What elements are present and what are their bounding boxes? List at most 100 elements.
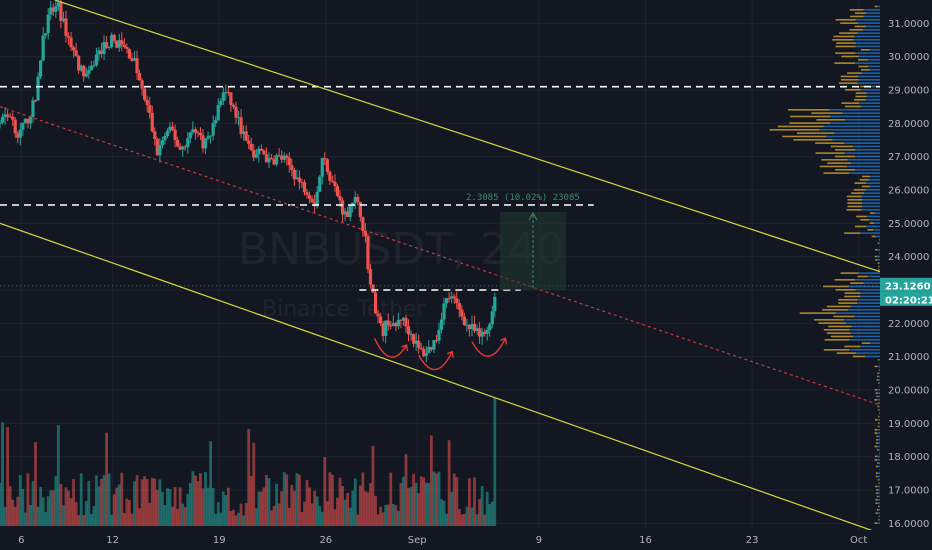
trend-lines[interactable] [0, 0, 881, 534]
profile-bar-down [847, 72, 862, 74]
candle-body [36, 76, 40, 101]
volume-bar [1, 422, 4, 526]
profile-bar-up [868, 179, 880, 181]
profile-bar-up [878, 422, 880, 424]
profile-bar-down [844, 295, 861, 298]
profile-bar-up [866, 225, 880, 228]
candle-body [82, 65, 86, 77]
measure-tool[interactable]: 2.3085 (10.02%) 23085 [466, 193, 580, 290]
profile-bar-down [789, 122, 831, 124]
profile-bar-up [865, 99, 880, 101]
candle-body [472, 323, 477, 331]
volume-bar [252, 442, 256, 526]
time-axis[interactable]: 6 12 19 26 Sep 9 16 23 Oct [0, 530, 932, 550]
profile-bar-down [874, 445, 877, 448]
profile-bar-down [875, 499, 878, 501]
profile-bar-up [867, 59, 880, 61]
volume-bar [295, 473, 299, 526]
candle-body [280, 155, 284, 160]
candle-body [8, 116, 12, 118]
profile-bar-up [834, 132, 880, 134]
profile-bar-up [857, 299, 880, 301]
candle-body [330, 180, 335, 182]
price-axis[interactable]: 31.0000 30.0000 29.0000 28.0000 27.0000 26.00… [880, 0, 932, 550]
price-tick-label: 20.0000 [888, 386, 929, 397]
volume-bar [34, 442, 37, 526]
profile-bar-up [855, 45, 880, 48]
profile-bar-down [855, 92, 867, 94]
volume-bar [493, 398, 497, 526]
countdown-label: 02:20:21 [885, 295, 932, 306]
volume-bar [54, 476, 58, 526]
volume-bar [396, 510, 400, 526]
profile-bar-down [861, 69, 870, 71]
candle-body [92, 65, 96, 67]
candle-body [252, 149, 256, 158]
volume-bar [97, 486, 101, 526]
volume-bar [386, 504, 390, 526]
profile-bar-down [824, 339, 850, 341]
volume-bar [275, 483, 278, 526]
volume-bar [160, 491, 164, 526]
volume-bar [450, 491, 454, 526]
candle-body [335, 186, 340, 196]
candle-body [110, 34, 114, 47]
volume-bar [257, 491, 261, 526]
profile-bar-up [855, 289, 880, 291]
price-tick-label: 22.0000 [888, 319, 929, 330]
volume-bar [173, 487, 177, 526]
profile-bar-up [860, 295, 880, 298]
volume-bar [292, 490, 296, 526]
volume-bar [232, 509, 235, 526]
profile-bar-down [876, 435, 879, 438]
candle-body [186, 138, 190, 148]
volume-bar [115, 487, 119, 526]
profile-bar-up [842, 112, 880, 114]
profile-bar-up [878, 462, 880, 464]
profile-bar-up [878, 509, 880, 511]
volume-bar [51, 490, 55, 526]
profile-bar-down [878, 505, 879, 508]
profile-bar-up [846, 322, 880, 324]
candle-body [259, 148, 263, 151]
profile-bar-down [875, 475, 878, 478]
profile-bar-up [862, 202, 880, 204]
profile-bar-up [819, 129, 880, 131]
profile-bar-down [875, 472, 878, 474]
profile-bar-up [869, 185, 880, 188]
profile-bar-down [853, 189, 866, 191]
horizontal-levels[interactable] [0, 85, 880, 291]
volume-bar [133, 481, 136, 526]
volume-bar [41, 497, 45, 526]
candle-body [328, 171, 332, 181]
volume-bar [211, 487, 215, 526]
price-tick-label: 17.0000 [888, 486, 929, 497]
profile-bar-down [850, 15, 864, 18]
profile-bar-down [847, 205, 863, 208]
profile-bar-up [869, 85, 880, 88]
profile-bar-down [850, 282, 864, 284]
volume-bar [308, 487, 311, 526]
profile-bar-up [877, 259, 880, 261]
profile-bar-up [858, 55, 880, 58]
volume-bar [419, 476, 423, 526]
profile-bar-down [830, 335, 853, 338]
profile-bar-down [858, 65, 869, 68]
candle-body [168, 126, 172, 131]
curve-arrow-head [446, 350, 454, 358]
volume-bars [0, 398, 497, 526]
profile-bar-up [877, 255, 880, 258]
candle-body [107, 46, 111, 48]
volume-bar [485, 491, 489, 526]
volume-bar [457, 508, 461, 526]
profile-bar-down [823, 172, 849, 174]
volume-bar [150, 477, 154, 526]
volume-bar [163, 504, 167, 526]
profile-bar-up [866, 215, 880, 218]
profile-bar-up [863, 282, 880, 284]
profile-bar-up [869, 49, 880, 51]
volume-bar [79, 473, 83, 526]
profile-bar-up [855, 52, 880, 54]
candle-body [66, 35, 71, 38]
